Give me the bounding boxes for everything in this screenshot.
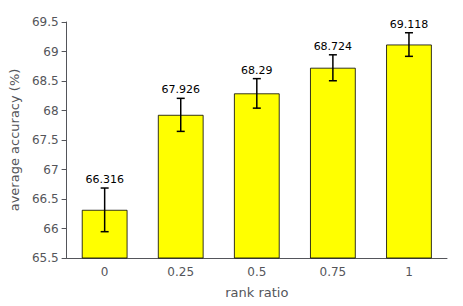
svg-text:rank ratio: rank ratio	[225, 285, 288, 300]
svg-text:0.75: 0.75	[320, 265, 347, 279]
svg-text:65.5: 65.5	[32, 251, 59, 265]
svg-text:68.5: 68.5	[32, 74, 59, 88]
svg-text:68.724: 68.724	[314, 40, 353, 53]
svg-text:66: 66	[43, 222, 58, 236]
svg-text:66.316: 66.316	[85, 173, 124, 186]
svg-text:66.5: 66.5	[32, 192, 59, 206]
svg-text:69.118: 69.118	[390, 18, 429, 31]
svg-text:average accuracy (%): average accuracy (%)	[7, 69, 22, 212]
svg-text:0.25: 0.25	[167, 265, 194, 279]
svg-text:68.29: 68.29	[241, 64, 273, 77]
svg-text:67.5: 67.5	[32, 133, 59, 147]
svg-text:67: 67	[43, 163, 58, 177]
svg-text:68: 68	[43, 104, 58, 118]
svg-text:67.926: 67.926	[161, 83, 200, 96]
svg-text:69: 69	[43, 45, 58, 59]
svg-text:0.5: 0.5	[247, 265, 266, 279]
svg-text:0: 0	[101, 265, 109, 279]
svg-text:1: 1	[405, 265, 413, 279]
svg-text:69.5: 69.5	[32, 15, 59, 29]
